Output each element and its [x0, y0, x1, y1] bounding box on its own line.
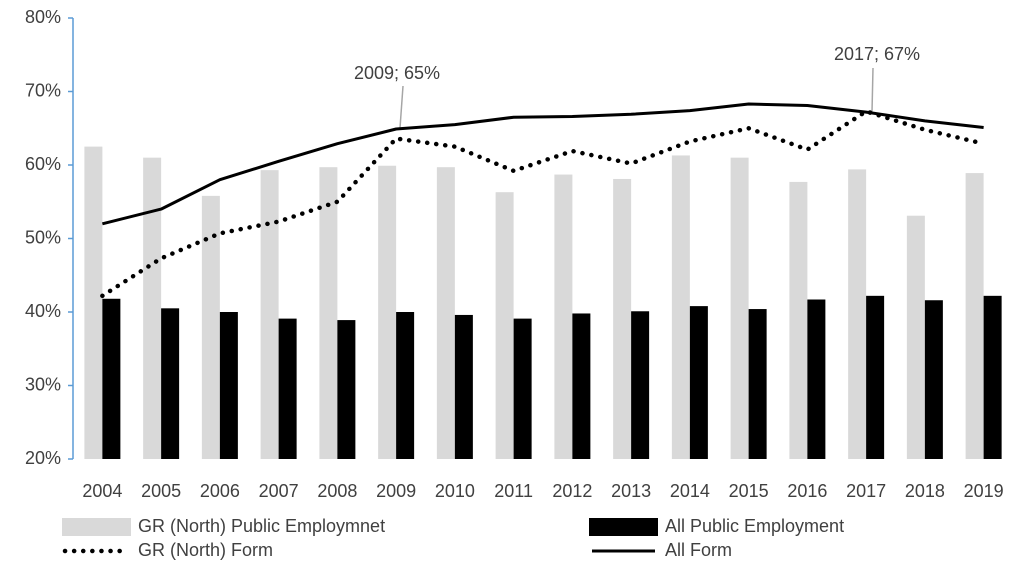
bar: [572, 313, 591, 459]
x-tick-label: 2005: [141, 481, 181, 501]
bar: [924, 300, 943, 459]
bar: [454, 314, 473, 459]
x-tick-label: 2010: [435, 481, 475, 501]
annotation-leader: [399, 85, 404, 129]
bar: [495, 192, 514, 459]
x-tick-label: 2019: [964, 481, 1004, 501]
x-tick-label: 2011: [494, 481, 533, 501]
bar: [965, 173, 984, 459]
legend-label: GR (North) Public Employmnet: [138, 516, 385, 536]
x-tick-label: 2008: [317, 481, 357, 501]
legend-swatch: [589, 518, 658, 536]
bar: [319, 167, 338, 459]
y-tick-label: 60%: [25, 154, 61, 174]
bar: [378, 165, 397, 460]
bar: [201, 195, 220, 459]
y-tick-label: 20%: [25, 448, 61, 468]
x-tick-label: 2015: [729, 481, 769, 501]
x-tick-label: 2012: [552, 481, 592, 501]
y-tick-label: 30%: [25, 374, 61, 394]
bar: [613, 178, 632, 459]
x-tick-label: 2006: [200, 481, 240, 501]
bar: [671, 155, 690, 459]
bar: [143, 157, 162, 459]
bar: [789, 181, 808, 459]
x-tick-label: 2013: [611, 481, 651, 501]
bar: [689, 306, 708, 459]
legend-label: All Form: [665, 540, 732, 560]
bar: [748, 309, 767, 459]
annotation-leader: [871, 67, 874, 113]
bar: [554, 174, 573, 459]
bar: [260, 170, 279, 459]
y-tick-label: 70%: [25, 80, 61, 100]
bar: [983, 295, 1002, 459]
x-tick-label: 2007: [259, 481, 299, 501]
bar: [102, 298, 121, 459]
x-tick-label: 2017: [846, 481, 886, 501]
legend-label: All Public Employment: [665, 516, 844, 536]
bar: [337, 320, 356, 459]
bar: [866, 295, 885, 459]
x-tick-label: 2009: [376, 481, 416, 501]
x-tick-label: 2016: [787, 481, 827, 501]
x-tick-label: 2014: [670, 481, 710, 501]
bar: [848, 169, 867, 459]
bar: [807, 299, 826, 459]
x-tick-label: 2004: [82, 481, 122, 501]
bar: [396, 312, 415, 459]
line: [102, 102, 984, 226]
bar: [631, 311, 650, 459]
bar: [278, 318, 297, 459]
legend-label: GR (North) Form: [138, 540, 273, 560]
bar: [730, 157, 749, 459]
bar: [906, 215, 925, 459]
annotation: 2009; 65%: [354, 63, 440, 83]
annotation: 2017; 67%: [834, 44, 920, 64]
x-tick-label: 2018: [905, 481, 945, 501]
line: [100, 109, 986, 299]
bar: [513, 318, 532, 459]
bar: [436, 167, 455, 459]
y-tick-label: 50%: [25, 227, 61, 247]
y-tick-label: 40%: [25, 301, 61, 321]
y-tick-label: 80%: [25, 7, 61, 27]
bar: [219, 312, 238, 459]
legend-swatch: [62, 518, 131, 536]
bar: [161, 308, 180, 459]
bar: [84, 146, 103, 459]
